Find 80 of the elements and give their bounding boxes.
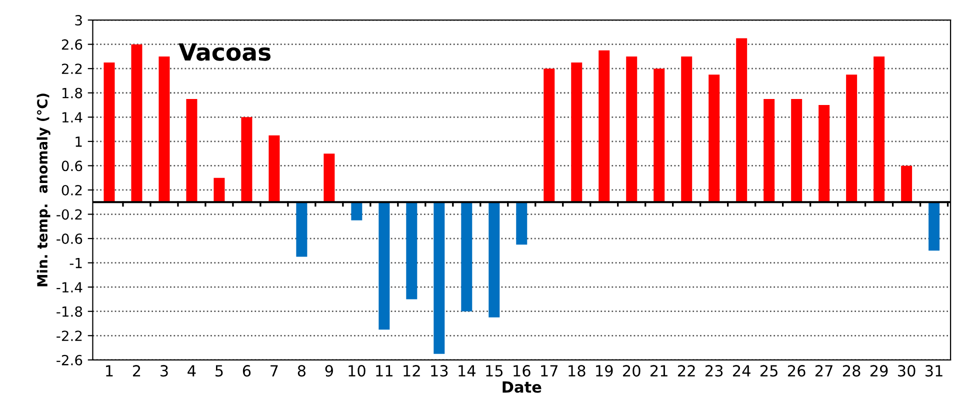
bar <box>846 74 858 202</box>
bar <box>681 56 692 202</box>
x-tick-label: 3 <box>160 365 168 377</box>
bar <box>104 62 115 202</box>
x-tick-label: 17 <box>541 365 558 376</box>
x-tick-label: 29 <box>870 365 888 377</box>
bar <box>268 135 280 202</box>
bar <box>214 178 225 202</box>
x-tick-label: 20 <box>623 365 640 377</box>
x-tick-label: 18 <box>568 365 586 377</box>
x-tick-label: 5 <box>216 365 223 377</box>
bar <box>818 105 830 202</box>
x-tick-label: 8 <box>298 365 306 377</box>
bar <box>351 202 362 220</box>
y-tick-label: -0.2 <box>56 209 82 220</box>
bar <box>708 74 720 202</box>
x-tick-label: 31 <box>925 365 942 377</box>
bar <box>186 98 198 202</box>
bar <box>654 68 665 202</box>
y-tick-label: 1.4 <box>62 112 82 122</box>
x-tick-label: 24 <box>732 365 750 376</box>
bar <box>598 50 610 202</box>
bar <box>571 62 582 202</box>
bar <box>434 202 445 354</box>
x-tick-label: 12 <box>404 365 420 376</box>
y-tick-label: 0.2 <box>62 184 82 196</box>
x-tick-label: 30 <box>898 365 916 377</box>
x-tick-label: 11 <box>376 365 392 376</box>
bar <box>516 202 528 245</box>
x-tick-label: 4 <box>188 365 196 376</box>
x-tick-label: 22 <box>678 365 695 376</box>
x-axis-title: Date <box>502 381 542 393</box>
bar <box>626 56 638 202</box>
bar <box>378 202 390 330</box>
y-tick-label: -2.6 <box>56 354 82 366</box>
bar <box>736 38 748 202</box>
bar <box>296 202 308 257</box>
y-tick-label: 1 <box>76 136 82 147</box>
bar <box>488 202 500 318</box>
x-tick-label: 9 <box>325 365 333 377</box>
x-tick-label: 28 <box>842 365 860 377</box>
x-tick-label: 25 <box>760 365 778 377</box>
y-tick-label: -2.2 <box>56 330 82 341</box>
x-tick-label: 7 <box>270 365 278 376</box>
x-tick-label: 23 <box>705 365 723 377</box>
y-axis-title: Min. temp. anomaly (°C) <box>36 94 50 286</box>
x-tick-label: 10 <box>348 365 366 377</box>
x-tick-label: 6 <box>242 365 251 377</box>
bar <box>131 44 142 202</box>
bar <box>874 56 885 202</box>
y-tick-label: 2.2 <box>62 64 82 74</box>
x-tick-label: 26 <box>788 365 806 377</box>
bar <box>241 117 252 202</box>
x-tick-label: 19 <box>596 365 613 377</box>
x-tick-label: 1 <box>106 365 113 376</box>
x-tick-label: 21 <box>650 365 668 376</box>
bar <box>791 98 802 202</box>
text: Vacoas <box>178 43 271 61</box>
x-tick-label: 16 <box>514 365 530 377</box>
y-tick-label: 2.6 <box>62 39 82 50</box>
x-tick-label: 15 <box>486 365 503 377</box>
bar <box>901 166 912 202</box>
bar <box>544 68 555 202</box>
y-tick-label: 0.6 <box>62 160 82 172</box>
x-tick-label: 27 <box>815 365 832 376</box>
bar <box>928 202 940 251</box>
x-tick-label: 14 <box>458 365 476 376</box>
x-tick-label: 2 <box>132 365 140 376</box>
y-tick-label: -1.4 <box>56 282 82 292</box>
bar <box>324 154 335 202</box>
y-tick-label: 3 <box>75 15 82 26</box>
bar <box>406 202 418 300</box>
y-tick-label: -0.6 <box>56 234 82 244</box>
bar <box>461 202 472 312</box>
bar <box>158 56 170 202</box>
x-tick-label: 13 <box>431 365 448 377</box>
y-tick-label: -1 <box>70 258 82 268</box>
y-tick-label: 1.8 <box>62 88 82 98</box>
bar <box>764 98 775 202</box>
y-tick-label: -1.8 <box>56 306 82 317</box>
